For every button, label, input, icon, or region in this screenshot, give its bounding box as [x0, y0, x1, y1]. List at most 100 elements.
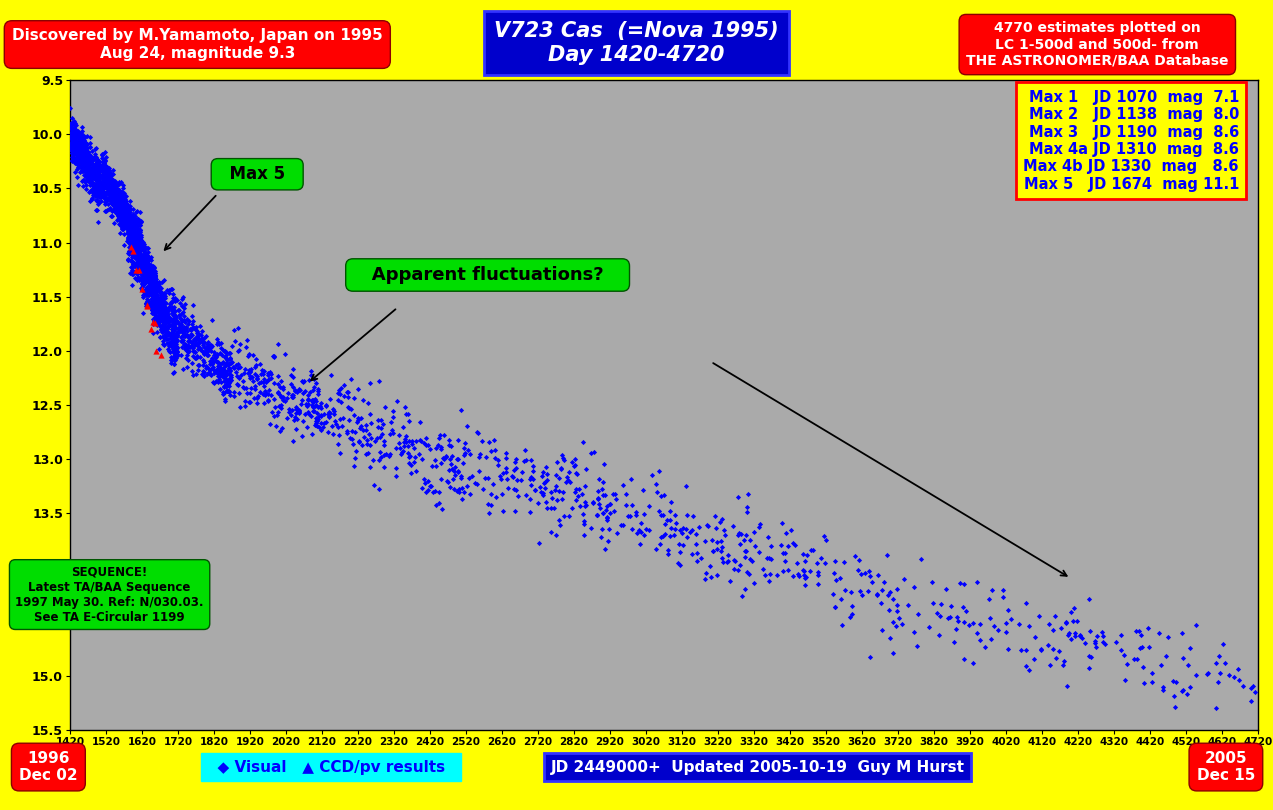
Point	[64, 126, 84, 139]
Point	[122, 263, 143, 276]
Point	[135, 269, 155, 282]
Point	[99, 192, 120, 205]
Point	[302, 428, 322, 441]
Point	[283, 389, 303, 402]
Point	[418, 474, 438, 487]
Point	[125, 257, 145, 270]
Point	[61, 142, 81, 155]
Point	[99, 168, 120, 181]
Point	[439, 464, 460, 477]
Point	[85, 156, 106, 169]
Point	[154, 307, 174, 320]
Point	[158, 305, 178, 318]
Point	[247, 369, 267, 382]
Point	[132, 255, 153, 268]
Point	[78, 151, 98, 164]
Point	[69, 150, 89, 163]
Point	[220, 375, 241, 388]
Point	[448, 465, 468, 478]
Point	[218, 354, 238, 367]
Point	[530, 481, 550, 494]
Point	[71, 121, 92, 134]
Point	[116, 207, 136, 220]
Point	[953, 601, 974, 614]
Point	[93, 168, 113, 181]
Point	[634, 508, 654, 521]
Point	[101, 184, 121, 197]
Point	[416, 485, 437, 498]
Point	[146, 305, 167, 318]
Point	[145, 316, 165, 329]
Point	[1095, 637, 1115, 650]
Point	[966, 626, 987, 639]
Point	[141, 303, 162, 316]
Point	[1016, 659, 1036, 672]
Point	[574, 515, 594, 528]
Point	[207, 336, 228, 349]
Point	[95, 154, 116, 167]
Point	[144, 288, 164, 301]
Point	[219, 357, 239, 370]
Point	[622, 523, 643, 536]
Point	[523, 472, 544, 485]
Point	[131, 238, 151, 251]
Point	[420, 480, 440, 492]
Point	[210, 358, 230, 371]
Point	[106, 198, 126, 211]
Point	[214, 345, 234, 358]
Point	[157, 306, 177, 319]
Point	[659, 504, 680, 517]
Point	[65, 155, 85, 168]
Point	[150, 309, 171, 322]
Point	[146, 315, 167, 328]
Point	[162, 356, 182, 369]
Point	[117, 217, 137, 230]
Point	[88, 176, 108, 189]
Point	[136, 256, 157, 269]
Point	[449, 485, 470, 498]
Point	[157, 322, 177, 335]
Point	[140, 264, 160, 277]
Point	[84, 183, 104, 196]
Point	[87, 170, 107, 183]
Point	[113, 207, 134, 220]
Point	[112, 189, 132, 202]
Point	[261, 368, 281, 381]
Point	[761, 552, 782, 565]
Point	[129, 246, 149, 259]
Point	[303, 393, 323, 406]
Point	[116, 234, 136, 247]
Point	[143, 279, 163, 292]
Point	[126, 238, 146, 251]
Point	[162, 339, 182, 352]
Point	[158, 339, 178, 352]
Point	[362, 416, 382, 429]
Point	[141, 306, 162, 319]
Point	[126, 245, 146, 258]
Point	[289, 407, 309, 420]
Point	[588, 492, 608, 505]
Point	[108, 190, 129, 203]
Point	[131, 253, 151, 266]
Point	[190, 319, 210, 332]
Point	[588, 497, 608, 510]
Point	[286, 403, 307, 416]
Point	[99, 162, 120, 175]
Point	[425, 484, 446, 497]
Point	[132, 270, 153, 283]
Point	[486, 490, 507, 503]
Point	[356, 418, 377, 431]
Point	[97, 185, 117, 198]
Point	[248, 376, 269, 389]
Point	[125, 272, 145, 285]
Point	[137, 245, 158, 258]
Point	[150, 282, 171, 295]
Point	[158, 326, 178, 339]
Point	[202, 339, 223, 352]
Point	[186, 320, 206, 333]
Point	[70, 154, 90, 167]
Point	[303, 381, 323, 394]
Point	[565, 483, 586, 496]
Point	[670, 537, 690, 550]
Point	[143, 289, 163, 302]
